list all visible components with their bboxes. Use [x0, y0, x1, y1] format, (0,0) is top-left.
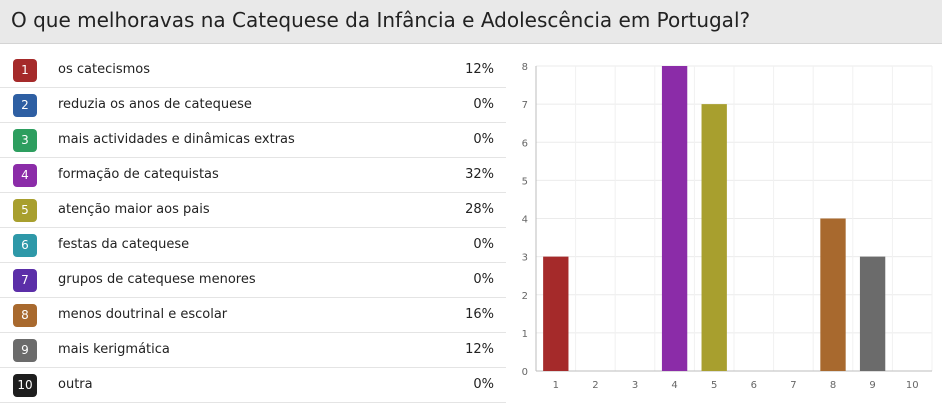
answer-number-badge: 8	[13, 304, 37, 327]
question-title: O que melhoravas na Catequese da Infânci…	[11, 8, 751, 32]
answer-row-1: 1 os catecismos 12%	[0, 53, 506, 88]
answer-label: atenção maior aos pais	[58, 202, 210, 217]
answer-label: grupos de catequese menores	[58, 272, 256, 287]
answer-percent: 28%	[465, 202, 494, 217]
answer-number-badge: 5	[13, 199, 37, 222]
answer-number-badge: 3	[13, 129, 37, 152]
answer-percent: 0%	[473, 97, 494, 112]
answer-label: os catecismos	[58, 62, 150, 77]
answer-percent: 0%	[473, 237, 494, 252]
bar-8	[820, 218, 846, 371]
chart-svg: 0 1 2 3 4 5 6 7 8 1 2 3 4 5 6 7 8 9 10	[522, 62, 933, 391]
answer-percent: 12%	[465, 62, 494, 77]
y-tick-label: 8	[522, 62, 528, 73]
x-tick-label: 3	[632, 380, 638, 391]
answer-row-5: 5 atenção maior aos pais 28%	[0, 193, 506, 228]
y-tick-label: 0	[522, 367, 528, 378]
x-tick-label: 4	[671, 380, 677, 391]
answer-label: mais kerigmática	[58, 342, 170, 357]
y-tick-label: 7	[522, 100, 528, 111]
answer-label: formação de catequistas	[58, 167, 219, 182]
answer-number-badge: 6	[13, 234, 37, 257]
answer-number-badge: 4	[13, 164, 37, 187]
answer-row-10: 10 outra 0%	[0, 368, 506, 403]
bar-1	[543, 256, 569, 371]
question-header: O que melhoravas na Catequese da Infânci…	[0, 0, 942, 44]
bar-9	[859, 256, 886, 371]
answer-percent: 32%	[465, 167, 494, 182]
answer-list: 1 os catecismos 12% 2 reduzia os anos de…	[0, 53, 506, 403]
answer-percent: 0%	[473, 132, 494, 147]
x-tick-label: 9	[869, 380, 875, 391]
answer-label: reduzia os anos de catequese	[58, 97, 252, 112]
answer-percent: 0%	[473, 272, 494, 287]
answer-percent: 12%	[465, 342, 494, 357]
answer-percent: 16%	[465, 307, 494, 322]
answer-label: outra	[58, 377, 93, 392]
x-tick-label: 8	[830, 380, 836, 391]
answer-row-6: 6 festas da catequese 0%	[0, 228, 506, 263]
x-tick-label: 5	[711, 380, 717, 391]
answer-number-badge: 2	[13, 94, 37, 117]
y-tick-label: 2	[522, 291, 528, 302]
answer-number-badge: 7	[13, 269, 37, 292]
y-tick-label: 4	[522, 215, 528, 226]
answer-number-badge: 9	[13, 339, 37, 362]
results-bar-chart: 0 1 2 3 4 5 6 7 8 1 2 3 4 5 6 7 8 9 10	[506, 44, 942, 412]
answer-percent: 0%	[473, 377, 494, 392]
answer-row-9: 9 mais kerigmática 12%	[0, 333, 506, 368]
answer-row-8: 8 menos doutrinal e escolar 16%	[0, 298, 506, 333]
answer-number-badge: 1	[13, 59, 37, 82]
answer-row-3: 3 mais actividades e dinâmicas extras 0%	[0, 123, 506, 158]
x-tick-label: 6	[751, 380, 757, 391]
answer-label: menos doutrinal e escolar	[58, 307, 228, 322]
answer-number-badge: 10	[13, 374, 37, 397]
y-tick-label: 5	[522, 176, 528, 187]
answer-row-2: 2 reduzia os anos de catequese 0%	[0, 88, 506, 123]
bar-4	[661, 66, 688, 371]
y-tick-label: 6	[522, 138, 528, 149]
x-tick-label: 1	[553, 380, 559, 391]
bar-5	[701, 104, 727, 371]
answer-label: festas da catequese	[58, 237, 190, 252]
x-tick-label: 7	[790, 380, 796, 391]
x-tick-label: 10	[906, 380, 919, 391]
x-tick-label: 2	[592, 380, 598, 391]
answer-label: mais actividades e dinâmicas extras	[58, 132, 295, 147]
answer-row-7: 7 grupos de catequese menores 0%	[0, 263, 506, 298]
y-tick-label: 3	[522, 253, 528, 264]
y-tick-label: 1	[522, 329, 528, 340]
answer-row-4: 4 formação de catequistas 32%	[0, 158, 506, 193]
